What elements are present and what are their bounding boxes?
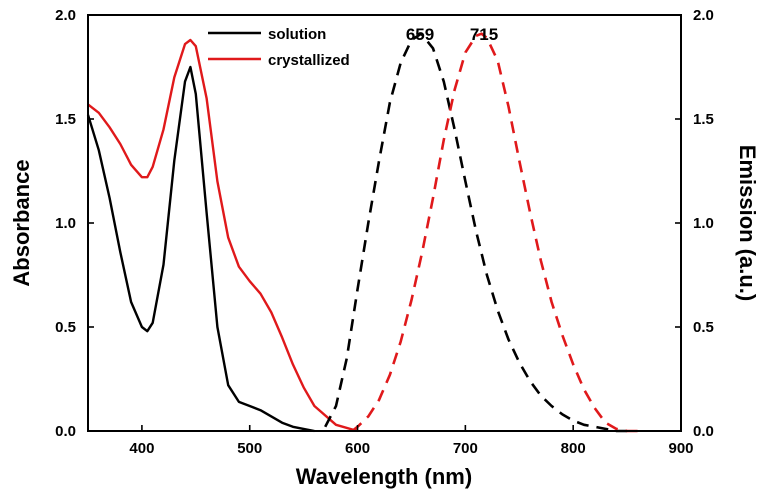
y-tick-label-right: 1.0 — [693, 215, 714, 232]
x-tick-label: 700 — [453, 440, 478, 457]
y-axis-title-left: Absorbance — [9, 159, 34, 286]
x-tick-label: 900 — [668, 440, 693, 457]
plot-frame — [87, 14, 682, 432]
series-line-solution-absorbance — [86, 65, 315, 433]
y-tick-label-right: 1.5 — [693, 111, 714, 128]
y-tick-label-left: 2.0 — [55, 7, 76, 24]
series-line-solution-emission — [324, 32, 628, 433]
x-ticks: 400 500 600 700 800 900 — [129, 425, 694, 457]
y-axis-title-right: Emission (a.u.) — [735, 145, 760, 301]
series-line-crystallized-absorbance — [87, 38, 358, 433]
y-tick-label-right: 0.5 — [693, 319, 714, 336]
y-ticks-right: 0.0 0.5 1.0 1.5 2.0 — [675, 7, 714, 440]
series-line-crystallized-emission — [351, 32, 638, 433]
legend: solution crystallized — [208, 26, 350, 69]
plot-content — [86, 32, 638, 433]
x-tick-label: 500 — [237, 440, 262, 457]
y-tick-label-left: 1.0 — [55, 215, 76, 232]
y-tick-label-left: 0.0 — [55, 423, 76, 440]
y-tick-label-right: 2.0 — [693, 7, 714, 24]
peak-label-659: 659 — [406, 25, 434, 44]
y-tick-label-left: 1.5 — [55, 111, 76, 128]
x-tick-label: 600 — [345, 440, 370, 457]
y-tick-label-left: 0.5 — [55, 319, 76, 336]
x-tick-label: 800 — [561, 440, 586, 457]
x-axis-title: Wavelength (nm) — [296, 464, 472, 489]
legend-label-solution: solution — [268, 26, 326, 43]
peak-label-715: 715 — [470, 25, 498, 44]
legend-label-crystallized: crystallized — [268, 52, 350, 69]
y-ticks-left: 0.0 0.5 1.0 1.5 2.0 — [55, 7, 94, 440]
x-tick-label: 400 — [129, 440, 154, 457]
y-tick-label-right: 0.0 — [693, 423, 714, 440]
